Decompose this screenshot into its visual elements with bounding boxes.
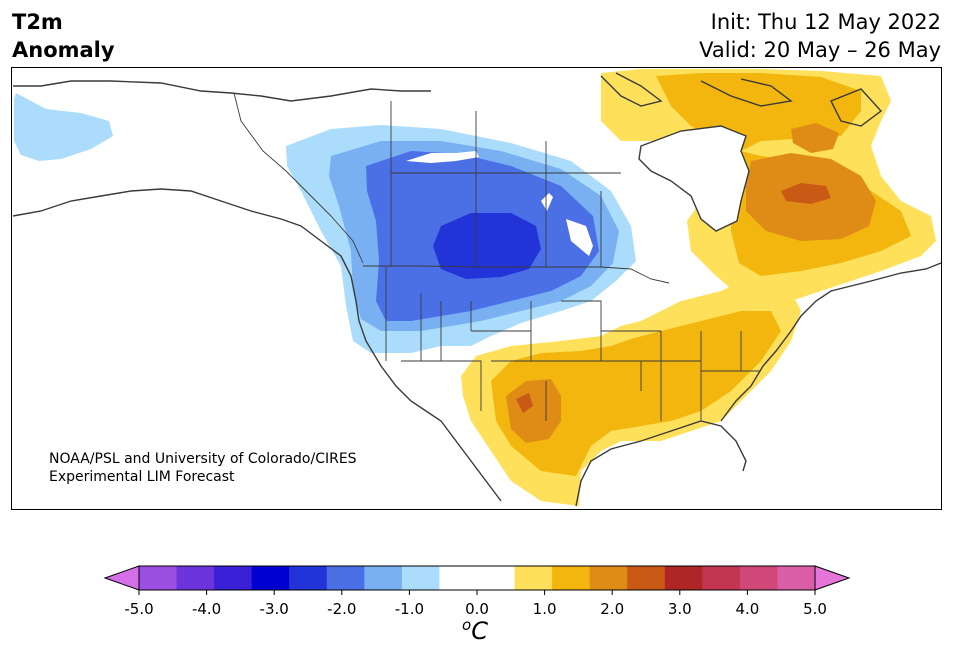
warm-anomaly-northeast-strong (781, 183, 831, 204)
title-line-2: Anomaly (12, 38, 115, 62)
colorbar-cell (477, 566, 516, 590)
coastlines (12, 72, 941, 507)
hudson-bay (639, 126, 749, 231)
colorbar-cell (777, 566, 816, 590)
warm-anomaly-moderate-texas (506, 379, 561, 443)
credit-line-2: Experimental LIM Forecast (49, 469, 235, 485)
colorbar-unit: oC (462, 616, 488, 645)
credit-text: NOAA/PSL and University of Colorado/CIRE… (49, 450, 357, 486)
colorbar-cell (364, 566, 403, 590)
unit-degree: o (462, 616, 472, 634)
alaska-cold-region (14, 93, 113, 161)
colorbar-cell (739, 566, 778, 590)
colorbar-cell (514, 566, 553, 590)
colorbar-cell (664, 566, 703, 590)
map-canvas (12, 69, 941, 507)
colorbar-cell (251, 566, 290, 590)
borders (233, 92, 761, 421)
map-title: T2m Anomaly (12, 8, 115, 64)
colorbar-tick-label: -5.0 (124, 600, 153, 618)
lake-athabasca (406, 151, 479, 163)
unit-letter: C (471, 617, 488, 645)
colorbar-tick-label: 5.0 (803, 600, 827, 618)
valid-date: Valid: 20 May – 26 May (699, 38, 941, 62)
title-line-1: T2m (12, 10, 63, 34)
colorbar-cell (702, 566, 741, 590)
forecast-dates: Init: Thu 12 May 2022 Valid: 20 May – 26… (699, 8, 941, 64)
colorbar-ticks: -5.0 -4.0 -3.0 -2.0 -1.0 0.0 1.0 2.0 3.0 4.0 5.0 (124, 590, 827, 618)
cold-anomaly-strong (433, 213, 541, 279)
colorbar-tick-label: 4.0 (735, 600, 759, 618)
colorbar-min-arrow (103, 565, 140, 591)
init-date: Init: Thu 12 May 2022 (710, 10, 941, 34)
colorbar-cell (552, 566, 591, 590)
colorbar-cell (326, 566, 365, 590)
colorbar-max-arrow (814, 565, 851, 591)
colorbar-cell (589, 566, 628, 590)
warm-anomaly-hudson-moderate (791, 123, 839, 153)
colorbar-cell (289, 566, 328, 590)
colorbar-cell (401, 566, 440, 590)
colorbar-tick-label: -1.0 (395, 600, 424, 618)
colorbar-cell (627, 566, 666, 590)
warm-anomaly-strong-texas (516, 393, 533, 413)
colorbar-tick-label: 1.0 (533, 600, 557, 618)
colorbar-tick-label: -3.0 (260, 600, 289, 618)
colorbar-tick-label: -2.0 (327, 600, 356, 618)
colorbar-cell (176, 566, 215, 590)
colorbar-cell (439, 566, 478, 590)
lake-winnipeg-south (566, 219, 593, 256)
colorbar-cell (139, 566, 178, 590)
warm-anomaly-mild-south (491, 311, 781, 476)
colorbar-tick-label: 0.0 (465, 600, 489, 618)
colorbar-tick-label: 3.0 (668, 600, 692, 618)
colorbar-tick-label: 2.0 (600, 600, 624, 618)
credit-line-1: NOAA/PSL and University of Colorado/CIRE… (49, 451, 357, 467)
colorbar-cells (139, 566, 816, 590)
anomaly-map (11, 67, 942, 510)
colorbar-cell (214, 566, 253, 590)
lake-winnipeg (541, 193, 553, 211)
colorbar-tick-label: -4.0 (192, 600, 221, 618)
